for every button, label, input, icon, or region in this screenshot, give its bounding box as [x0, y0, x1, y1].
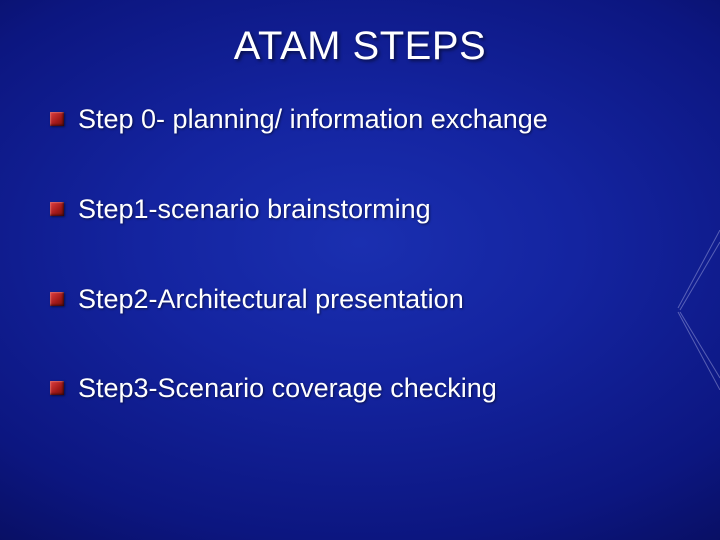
slide: ATAM STEPS Step 0- planning/ information…: [0, 0, 720, 540]
bullet-item: Step2-Architectural presentation: [50, 283, 670, 317]
bullet-item: Step1-scenario brainstorming: [50, 193, 670, 227]
bullet-item: Step 0- planning/ information exchange: [50, 103, 670, 137]
bullet-item: Step3-Scenario coverage checking: [50, 372, 670, 406]
slide-title: ATAM STEPS: [50, 24, 670, 69]
bullet-list: Step 0- planning/ information exchange S…: [50, 103, 670, 406]
